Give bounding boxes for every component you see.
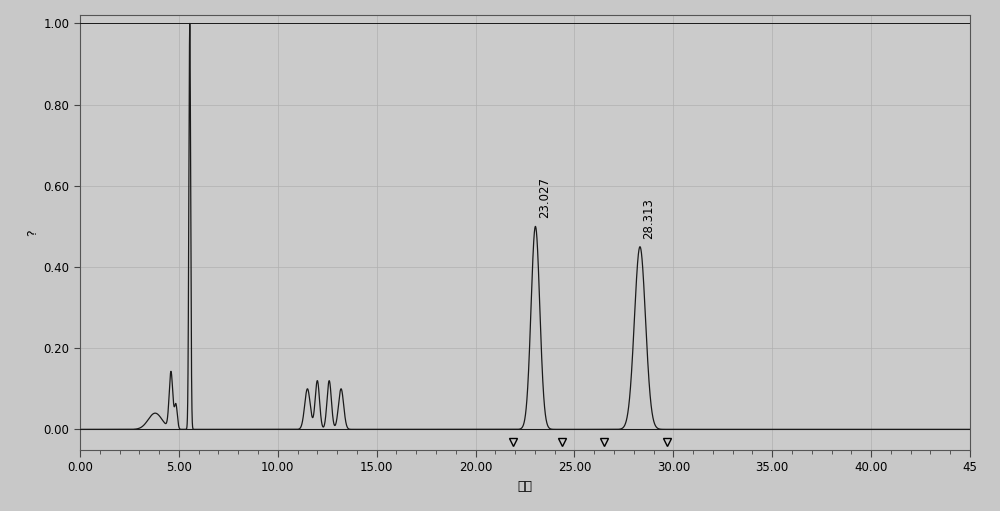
Text: 28.313: 28.313 [642, 198, 655, 239]
Text: 23.027: 23.027 [538, 177, 551, 218]
X-axis label: 分钟: 分钟 [518, 480, 532, 493]
Y-axis label: ?: ? [26, 229, 39, 236]
